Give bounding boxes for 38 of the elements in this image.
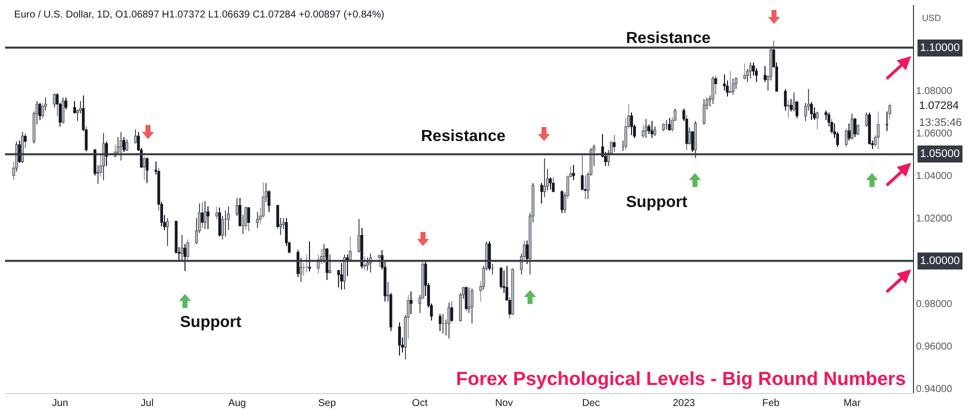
x-tick-label: Jul [140, 398, 154, 409]
annotation: Support [626, 194, 688, 211]
y-tick-label: 0.94000 [916, 384, 953, 396]
ref-line-label: 1.00000 [920, 255, 960, 267]
ref-line-label: 1.05000 [920, 148, 960, 160]
annotation: Resistance [421, 128, 506, 145]
annotation: Support [180, 314, 242, 331]
candlestick [206, 206, 210, 229]
candlestick [886, 112, 888, 131]
candlestick [543, 158, 546, 197]
x-tick-label: Sep [318, 398, 336, 409]
x-tick-label: Aug [228, 398, 246, 409]
x-tick-label: Mar [843, 398, 862, 409]
ref-line-label: 1.10000 [920, 42, 960, 54]
y-tick-label: 1.04000 [916, 171, 953, 182]
annotation: Resistance [626, 30, 711, 47]
x-tick-label: Jun [52, 398, 68, 409]
candlestick [308, 242, 311, 272]
text: Forex Psychological Levels - Big Round Numbers [456, 369, 906, 390]
y-tick-label: 0.98000 [916, 298, 953, 310]
candlestick [166, 218, 169, 246]
candlestick [279, 218, 282, 236]
x-tick-label: Nov [495, 398, 513, 409]
candlestick [572, 164, 575, 180]
text: 13:35:46 [919, 117, 962, 129]
candlestick [410, 292, 413, 314]
y-tick-label: 0.96000 [916, 342, 953, 353]
y-tick-label: 1.02000 [916, 214, 953, 225]
y-axis-title: USD [922, 13, 942, 23]
text: 1.07284 [919, 100, 959, 112]
y-tick-label: 1.06000 [916, 128, 953, 140]
x-tick-label: 2023 [672, 398, 696, 409]
x-tick-label: Oct [412, 398, 428, 409]
x-tick-label: Dec [582, 398, 600, 409]
candlestick [386, 282, 390, 302]
y-tick-label: 1.08000 [916, 86, 953, 97]
chart-title: Euro / U.S. Dollar, 1D, O1.06897 H1.07372 L1.06639 C1.07284 +0.00897 (+0.84%) [14, 9, 384, 20]
x-tick-label: Feb [762, 398, 780, 409]
